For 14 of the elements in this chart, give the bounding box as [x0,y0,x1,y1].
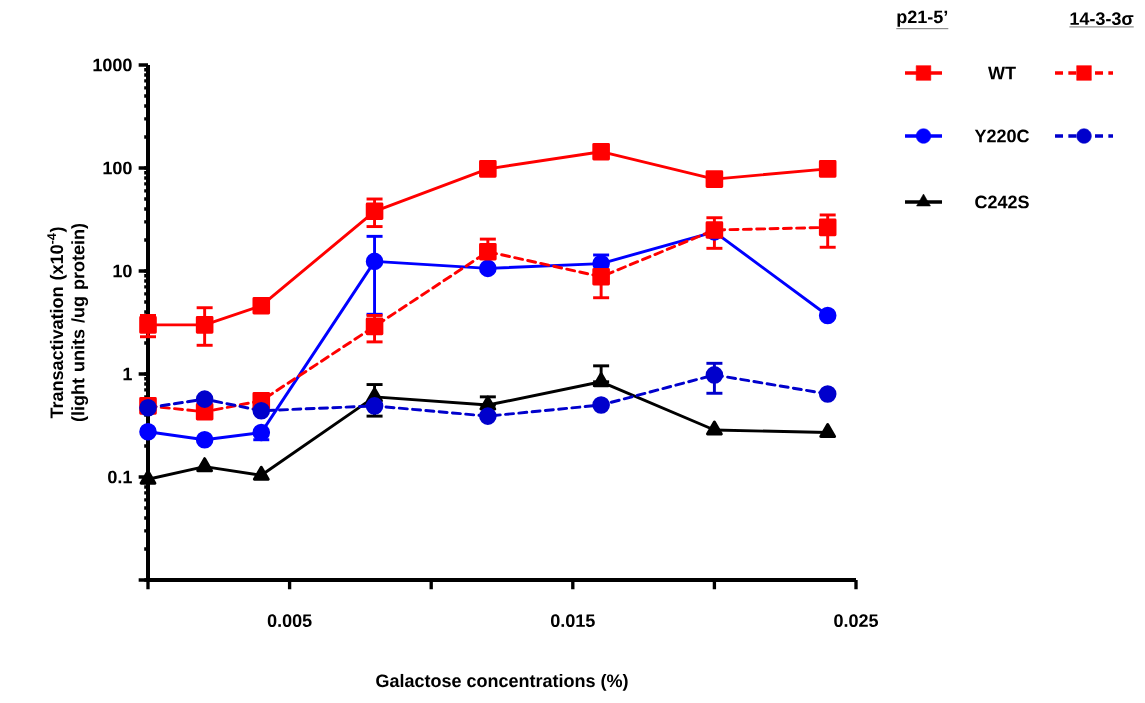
y-tick-label: 1000 [93,58,132,72]
x-tick-label: 0.005 [267,614,312,627]
y-tick-label: 1 [123,367,132,381]
x-tick-label: 0.015 [550,614,595,627]
y-tick-label: 0.1 [108,470,132,484]
legend-label: C242S [975,195,1029,209]
legend-label: Y220C [974,129,1030,143]
y-tick-label: 10 [113,264,132,278]
x-tick-label: 0.025 [834,614,879,627]
text: WT [988,66,1016,80]
x-axis-title: Galactose concentrations (%) [376,673,628,691]
legend-title: p21-5’ [897,10,948,27]
y-tick-label: 100 [103,161,132,175]
text: 14-3-3σ [1070,12,1134,26]
